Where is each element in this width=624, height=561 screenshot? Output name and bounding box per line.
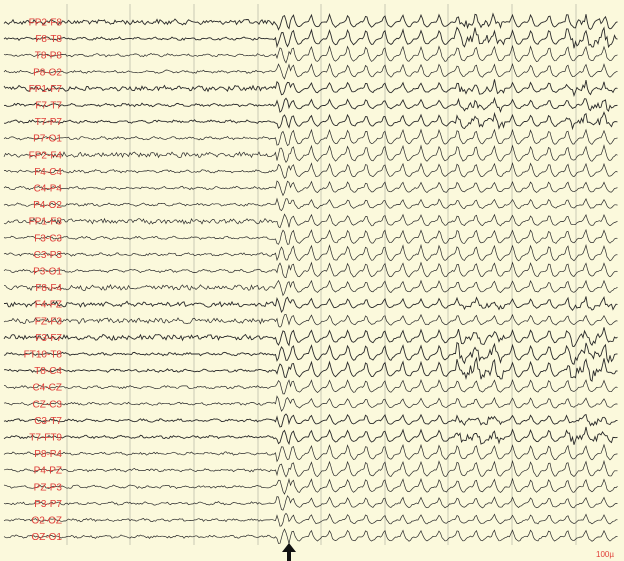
channel-trace xyxy=(3,341,618,365)
channel-label: T8-C4 xyxy=(34,366,62,377)
channel-labels: FP2-F8 F8-T8 T8-P8 P8-O2 FP1-F7 F7-T7 T7-P7 P7-… xyxy=(24,18,63,544)
channel-label: C3-P3 xyxy=(34,250,63,261)
channel-trace xyxy=(3,528,618,544)
amplitude-scale-label: 100µ xyxy=(596,550,614,559)
channel-trace xyxy=(3,213,618,229)
channel-label: CZ-C3 xyxy=(33,399,63,410)
channel-label: F4-FZ xyxy=(35,300,62,311)
channel-label: PZ-P3 xyxy=(34,482,63,493)
channel-label: FP1-F7 xyxy=(29,84,63,95)
channel-trace xyxy=(3,356,618,382)
channel-trace xyxy=(3,128,618,147)
channel-trace xyxy=(3,197,618,212)
seizure-onset-marker xyxy=(282,543,296,561)
channel-label: OZ-O1 xyxy=(31,532,62,543)
channel-trace xyxy=(3,243,618,262)
channel-label: T8-P8 xyxy=(35,51,63,62)
channel-trace xyxy=(3,228,618,245)
channel-trace xyxy=(3,111,618,131)
channel-label: P3-P7 xyxy=(34,499,62,510)
channel-label: C3-T7 xyxy=(34,416,62,427)
channel-trace xyxy=(3,395,618,412)
channel-label: F7-T7 xyxy=(35,101,62,112)
channel-label: F3-C3 xyxy=(34,233,62,244)
channel-label: P7-O1 xyxy=(33,134,62,145)
channel-label: P8-P4 xyxy=(34,449,62,460)
channel-label: FT10-T8 xyxy=(24,350,63,361)
channel-label: F8-T8 xyxy=(35,34,62,45)
channel-trace xyxy=(3,477,618,495)
channel-trace xyxy=(3,144,618,163)
channel-trace xyxy=(3,26,618,49)
channel-trace xyxy=(3,44,618,64)
channel-trace xyxy=(3,379,618,395)
channel-trace xyxy=(3,279,618,297)
channel-trace xyxy=(3,96,618,113)
channel-label: T7-P7 xyxy=(35,117,63,128)
channel-trace xyxy=(3,512,618,527)
channel-label: P4-O2 xyxy=(33,200,62,211)
channel-trace xyxy=(3,426,618,446)
channel-label: F8-F4 xyxy=(35,283,62,294)
channel-label: FP1-F3 xyxy=(29,217,63,228)
channel-trace xyxy=(3,495,618,511)
channel-traces xyxy=(3,12,618,544)
channel-trace xyxy=(3,62,618,80)
channel-trace xyxy=(3,313,618,328)
channel-trace xyxy=(3,459,618,478)
channel-label: F3-F7 xyxy=(35,333,62,344)
channel-label: FP2-F8 xyxy=(29,18,63,29)
channel-trace xyxy=(3,79,618,98)
channel-label: FP2-F4 xyxy=(29,150,63,161)
channel-label: FZ-F3 xyxy=(35,316,63,327)
channel-label: T7-FT9 xyxy=(29,433,62,444)
channel-label: P8-O2 xyxy=(33,67,62,78)
channel-label: P4-PZ xyxy=(34,466,62,477)
channel-trace xyxy=(3,180,618,197)
channel-trace xyxy=(3,12,618,31)
channel-label: C4-CZ xyxy=(33,383,62,394)
channel-trace xyxy=(3,327,618,348)
channel-label: O2-OZ xyxy=(31,516,62,527)
channel-label: P3-O1 xyxy=(33,267,62,278)
channel-label: F4-C4 xyxy=(34,167,62,178)
channel-trace xyxy=(3,261,618,279)
channel-trace xyxy=(4,296,618,313)
channel-label: C4-P4 xyxy=(34,184,63,195)
arrow-up-icon xyxy=(282,543,296,561)
channel-trace xyxy=(3,443,618,463)
channel-trace xyxy=(3,161,618,179)
channel-trace xyxy=(3,413,618,428)
time-grid xyxy=(66,4,577,545)
